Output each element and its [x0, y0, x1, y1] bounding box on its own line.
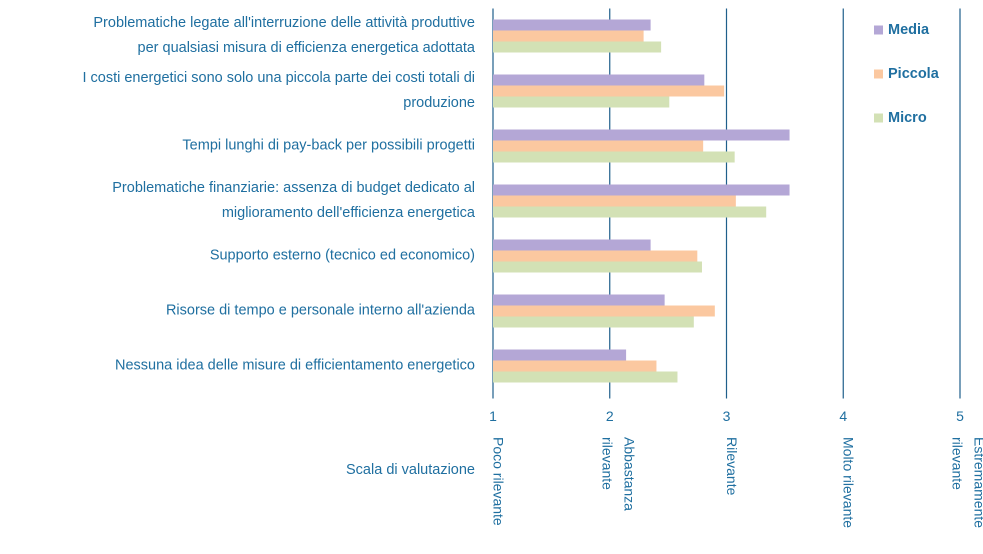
bar [493, 85, 725, 97]
bar [493, 360, 657, 372]
bar [493, 371, 678, 383]
bar [493, 74, 705, 86]
category-label: Problematiche finanziarie: assenza di bu… [112, 180, 475, 221]
bar [493, 151, 735, 163]
bar [493, 30, 644, 42]
scale-label: Rilevante [723, 437, 740, 496]
legend-label: Piccola [888, 66, 939, 82]
category-label: I costi energetici sono solo una piccola… [82, 70, 475, 111]
bar [493, 349, 627, 361]
category-label: Risorse di tempo e personale interno all… [165, 302, 475, 319]
bar [493, 140, 704, 152]
x-tick-label: 5 [956, 408, 964, 424]
scale-label: Abbastanza rilevante [599, 437, 638, 511]
category-label: Problematiche legate all'interruzione de… [93, 15, 475, 56]
x-tick-label: 1 [489, 408, 497, 424]
bar [493, 316, 694, 328]
bar [493, 305, 715, 317]
legend-swatch [874, 113, 883, 123]
x-axis-title: Scala di valutazione [346, 462, 475, 478]
legend-label: Media [888, 22, 930, 38]
scale-label: Poco rilevante [490, 437, 507, 526]
bar [493, 96, 670, 108]
x-tick-label: 4 [839, 408, 848, 424]
bar [493, 250, 698, 262]
bar [493, 206, 767, 218]
x-tick-label: 2 [605, 408, 614, 424]
bar [493, 294, 665, 306]
legend-swatch [874, 69, 883, 79]
bar [493, 261, 702, 273]
bar [493, 41, 662, 53]
category-label: Tempi lunghi di pay-back per possibili p… [182, 137, 475, 154]
bar [493, 195, 736, 207]
bar [493, 129, 790, 141]
scale-label: Estremamente rilevante [949, 437, 983, 529]
x-tick-label: 3 [722, 408, 731, 424]
scale-label: Molto rilevante [840, 437, 857, 529]
legend-label: Micro [888, 110, 927, 126]
category-label: Supporto esterno (tecnico ed economico) [209, 247, 475, 264]
bar [493, 19, 651, 31]
legend-swatch [874, 25, 883, 35]
bar [493, 239, 651, 251]
bar [493, 184, 790, 196]
category-label: Nessuna idea delle misure di efficientam… [114, 357, 475, 374]
